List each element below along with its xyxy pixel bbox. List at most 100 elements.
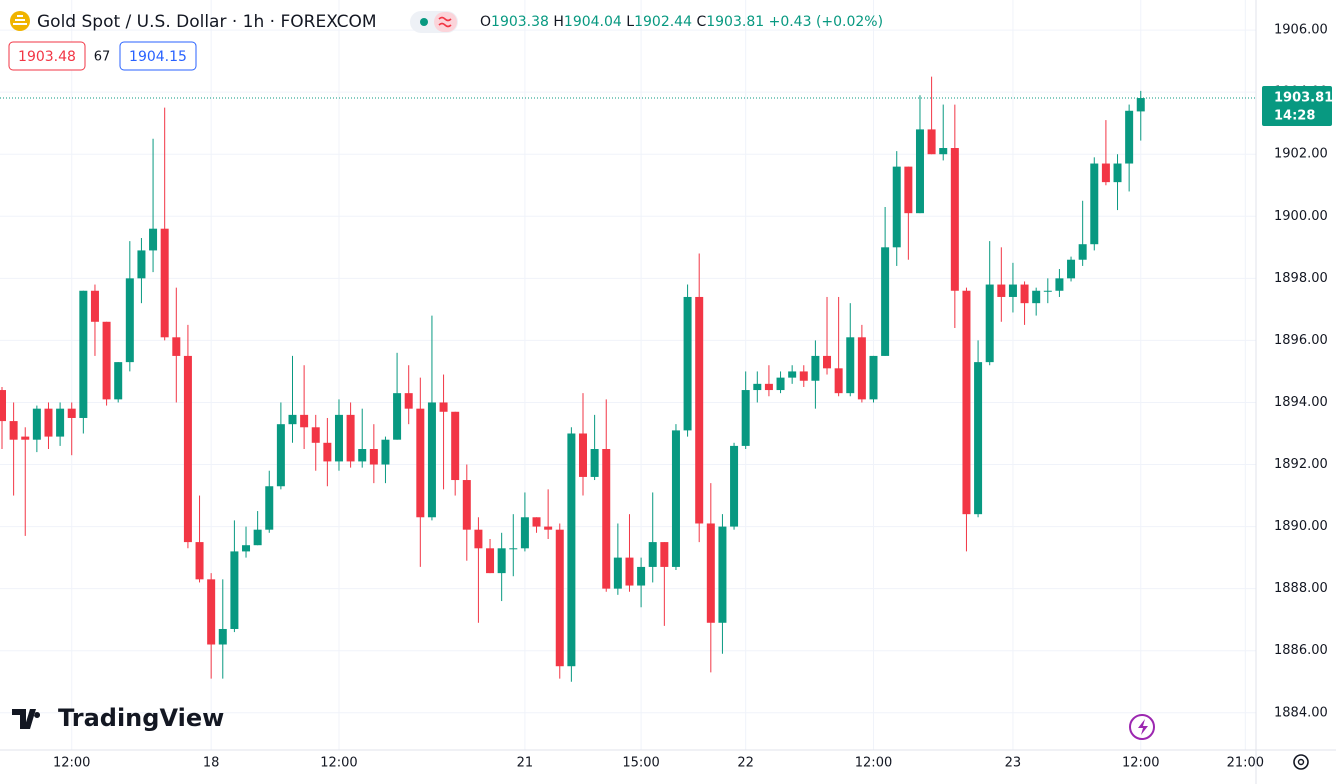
candle-body: [892, 166, 901, 248]
y-tick-label: 1906.00: [1274, 23, 1328, 38]
countdown: 14:28: [1274, 109, 1315, 124]
y-tick-label: 1886.00: [1274, 643, 1328, 658]
last-price-label: 1903.81: [1274, 91, 1333, 106]
candle-body: [44, 408, 53, 437]
candle-body: [927, 129, 936, 155]
candle-body: [520, 517, 529, 549]
candle-body: [1113, 163, 1122, 183]
candle-body: [637, 566, 646, 586]
candle-body: [114, 362, 123, 400]
candle-body: [32, 408, 41, 440]
x-tick-label: 12:00: [855, 756, 892, 771]
candle-body: [21, 436, 30, 440]
candle-body: [125, 278, 134, 363]
y-tick-label: 1896.00: [1274, 333, 1328, 348]
spread: 67: [94, 50, 111, 65]
candle-body: [753, 383, 762, 391]
candle-body: [706, 523, 715, 623]
candle-body: [486, 548, 495, 574]
candle-body: [207, 579, 216, 645]
x-tick-label: 18: [203, 756, 220, 771]
candle-body: [788, 371, 797, 378]
candle-body: [695, 296, 704, 524]
candle-body: [102, 321, 111, 400]
c-label: C: [696, 14, 706, 30]
candle-body: [846, 337, 855, 394]
candle-body: [416, 408, 425, 518]
candle-body: [718, 526, 727, 623]
candle-body: [1032, 290, 1041, 304]
candle-body: [1078, 244, 1087, 260]
last-price-box: [1262, 86, 1332, 127]
candle-body: [509, 548, 518, 550]
candle-body: [602, 449, 611, 589]
candle-body: [555, 529, 564, 667]
candle-body: [985, 284, 994, 363]
candle-body: [439, 402, 448, 412]
market-open-dot: [420, 18, 428, 26]
x-tick-label: 21:00: [1227, 756, 1264, 771]
candle-body: [997, 284, 1006, 297]
y-tick-label: 1898.00: [1274, 271, 1328, 286]
candle-body: [323, 442, 332, 462]
logo-mark: [12, 709, 41, 729]
l-label: L: [626, 14, 634, 30]
symbol-title[interactable]: Gold Spot / U.S. Dollar · 1h · FOREXCOM: [37, 12, 377, 32]
candle-body: [660, 542, 669, 567]
candle-body: [1067, 259, 1076, 279]
candle-body: [265, 486, 274, 530]
x-tick-label: 12:00: [320, 756, 357, 771]
candle-body: [974, 362, 983, 515]
candle-body: [300, 414, 309, 428]
candle-body: [671, 430, 680, 567]
candle-body: [358, 449, 367, 462]
candle-body: [962, 290, 971, 515]
candle-body: [404, 393, 413, 409]
candle-body: [90, 290, 99, 322]
delayed-badge: [434, 12, 457, 32]
candle-body: [1125, 110, 1134, 164]
x-tick-label: 15:00: [622, 756, 659, 771]
candle-body: [544, 526, 553, 530]
candle-body: [776, 377, 785, 391]
candle-body: [1043, 290, 1052, 292]
candle-body: [579, 433, 587, 477]
candle-body: [381, 439, 390, 465]
candle-body: [276, 424, 285, 487]
x-tick-label: 23: [1005, 756, 1022, 771]
candle-body: [137, 250, 146, 279]
y-tick-label: 1892.00: [1274, 457, 1328, 472]
y-tick-label: 1888.00: [1274, 581, 1328, 596]
settings-icon[interactable]: [1293, 754, 1309, 770]
candle-body: [218, 628, 227, 645]
plot-area: [0, 0, 1256, 750]
candle-body: [1020, 284, 1029, 304]
candle-body: [195, 542, 204, 580]
candle-body: [613, 557, 622, 589]
ask-price: 1904.15: [129, 49, 187, 65]
candle-body: [764, 383, 773, 391]
candle-body: [811, 355, 820, 381]
candle-body: [823, 355, 832, 369]
candle-body: [0, 390, 6, 422]
candle-body: [590, 449, 599, 477]
candle-body: [648, 542, 657, 567]
candle-body: [160, 228, 169, 338]
sell-button[interactable]: [8, 41, 86, 71]
candle-body: [881, 247, 890, 356]
h-value: 1904.04: [564, 14, 622, 30]
candle-body: [9, 421, 18, 440]
candle-body: [857, 337, 866, 400]
bid-price: 1903.48: [18, 49, 76, 65]
change: +0.43 (+0.02%): [769, 14, 883, 30]
candle-body: [311, 427, 320, 443]
candle-body: [253, 529, 262, 546]
y-tick-label: 1890.00: [1274, 519, 1328, 534]
candle-body: [183, 355, 192, 543]
y-tick-label: 1900.00: [1274, 209, 1328, 224]
candle-body: [904, 166, 913, 214]
delayed-icon: [438, 16, 452, 28]
buy-button[interactable]: [119, 41, 197, 71]
